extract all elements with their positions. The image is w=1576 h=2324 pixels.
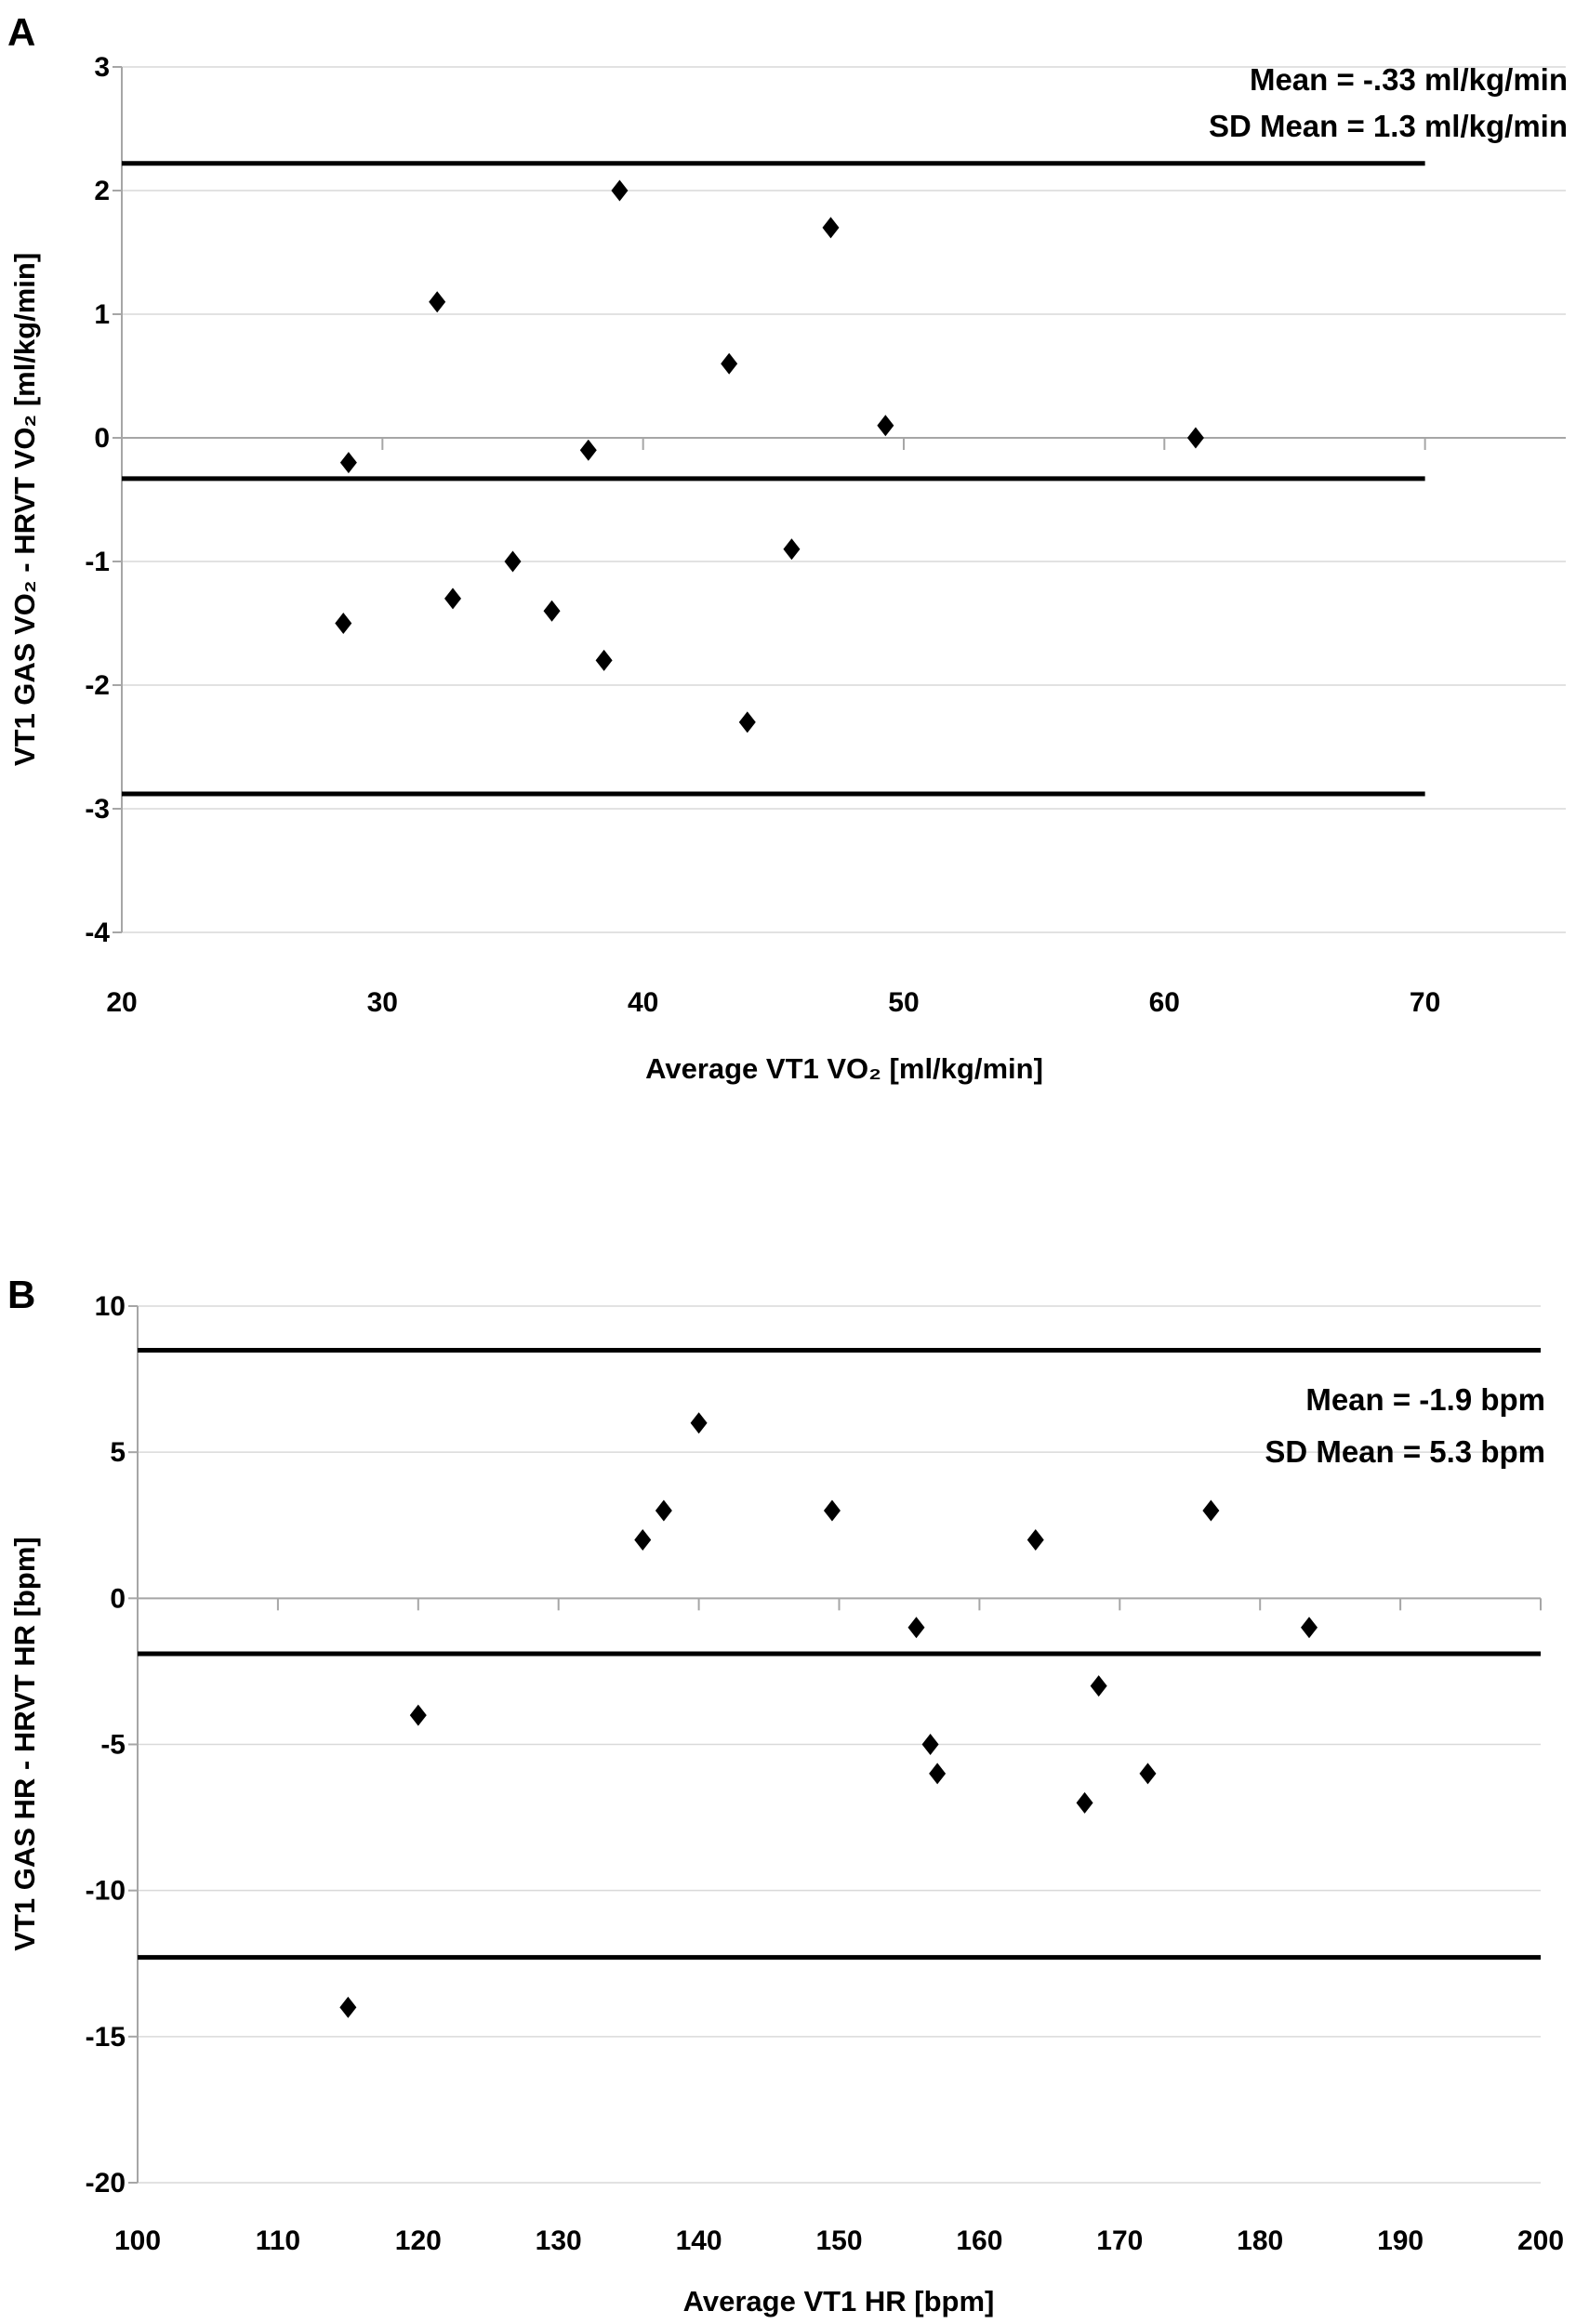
panel-b-stats-annotation: Mean = -1.9 bpm SD Mean = 5.3 bpm xyxy=(1265,1374,1545,1478)
data-point-diamond xyxy=(444,588,462,610)
data-point-diamond xyxy=(822,217,840,239)
x-tick-label-50: 50 xyxy=(888,987,919,1018)
panel-b-mean-text: Mean = -1.9 bpm xyxy=(1305,1382,1545,1417)
x-tick-label-200: 200 xyxy=(1517,2225,1564,2256)
panel-b-y-axis-title: VT1 GAS HR - HRVT HR [bpm] xyxy=(8,1537,41,1951)
data-point-diamond xyxy=(907,1617,925,1639)
panel-a-sd-text: SD Mean = 1.3 ml/kg/min xyxy=(1208,109,1568,143)
panel-a-label: A xyxy=(7,10,36,54)
data-point-diamond xyxy=(339,452,357,474)
data-point-diamond xyxy=(721,352,738,375)
panel-a-mean-text: Mean = -.33 ml/kg/min xyxy=(1249,62,1568,97)
data-point-diamond xyxy=(921,1734,939,1755)
data-point-diamond xyxy=(877,415,894,437)
data-point-diamond xyxy=(1026,1528,1044,1551)
data-point-diamond xyxy=(634,1528,652,1551)
data-point-diamond xyxy=(1090,1675,1107,1697)
panel-b-scatter-plot: 10 5 0 -5 -10 -15 -20 100 110 120 130 140 150 160 170 1… xyxy=(86,1291,1564,2256)
x-tick-label-190: 190 xyxy=(1377,2225,1424,2256)
data-point-diamond xyxy=(579,439,597,461)
x-tick-label-30: 30 xyxy=(367,987,398,1018)
data-point-diamond xyxy=(929,1763,947,1785)
data-point-diamond xyxy=(504,550,522,573)
y-tick-label-0: 0 xyxy=(94,423,110,454)
data-point-diamond xyxy=(1139,1763,1157,1785)
panel-b-x-axis-title: Average VT1 HR [bpm] xyxy=(682,2285,995,2317)
data-point-diamond xyxy=(429,291,446,313)
data-point-diamond xyxy=(1202,1499,1220,1522)
y-tick-label-5: 5 xyxy=(110,1437,126,1468)
y-tick-label-2: 2 xyxy=(94,176,110,206)
panel-a-y-axis-title: VT1 GAS VO₂ - HRVT VO₂ [ml/kg/min] xyxy=(8,252,41,767)
y-tick-label-0: 0 xyxy=(110,1583,126,1614)
data-point-diamond xyxy=(1301,1617,1318,1639)
data-point-diamond xyxy=(1186,427,1204,449)
x-tick-label-160: 160 xyxy=(956,2225,1002,2256)
y-tick-label--20: -20 xyxy=(86,2168,126,2199)
x-tick-label-20: 20 xyxy=(106,987,137,1018)
x-tick-label-100: 100 xyxy=(114,2225,161,2256)
x-tick-label-120: 120 xyxy=(395,2225,442,2256)
y-tick-label--3: -3 xyxy=(85,794,110,825)
panel-a-x-axis-title: Average VT1 VO₂ [ml/kg/min] xyxy=(645,1052,1043,1085)
x-tick-label-150: 150 xyxy=(815,2225,862,2256)
x-tick-label-60: 60 xyxy=(1149,987,1180,1018)
x-tick-label-130: 130 xyxy=(536,2225,582,2256)
y-tick-label-3: 3 xyxy=(94,52,110,83)
data-point-diamond xyxy=(339,1996,357,2018)
x-tick-label-180: 180 xyxy=(1237,2225,1283,2256)
data-point-diamond xyxy=(823,1499,841,1522)
y-tick-label--5: -5 xyxy=(100,1730,126,1761)
data-point-diamond xyxy=(595,649,613,671)
data-point-diamond xyxy=(611,179,629,202)
y-tick-label--15: -15 xyxy=(86,2022,126,2053)
y-tick-label-10: 10 xyxy=(95,1291,126,1322)
y-tick-label--1: -1 xyxy=(85,547,110,577)
x-tick-label-40: 40 xyxy=(628,987,658,1018)
x-tick-label-110: 110 xyxy=(256,2225,300,2256)
panel-b-label: B xyxy=(7,1273,36,1316)
panel-a-stats-annotation: Mean = -.33 ml/kg/min SD Mean = 1.3 ml/k… xyxy=(1209,57,1568,150)
y-tick-label-1: 1 xyxy=(94,299,110,330)
data-point-diamond xyxy=(543,600,561,622)
data-point-diamond xyxy=(409,1704,427,1726)
data-point-diamond xyxy=(1076,1791,1093,1814)
data-point-diamond xyxy=(738,711,756,733)
data-point-diamond xyxy=(335,613,352,634)
y-tick-label--2: -2 xyxy=(85,670,110,701)
x-tick-label-140: 140 xyxy=(676,2225,722,2256)
panel-b-sd-text: SD Mean = 5.3 bpm xyxy=(1265,1434,1545,1469)
y-tick-label--4: -4 xyxy=(85,918,110,948)
data-point-diamond xyxy=(783,538,801,561)
panel-a-scatter-plot: 3 2 1 0 -1 -2 -3 -4 20 30 40 50 60 70 xyxy=(85,52,1566,1018)
data-point-diamond xyxy=(655,1499,672,1522)
y-tick-label--10: -10 xyxy=(86,1876,126,1907)
x-tick-label-70: 70 xyxy=(1410,987,1440,1018)
x-tick-label-170: 170 xyxy=(1096,2225,1143,2256)
data-point-diamond xyxy=(690,1412,708,1434)
